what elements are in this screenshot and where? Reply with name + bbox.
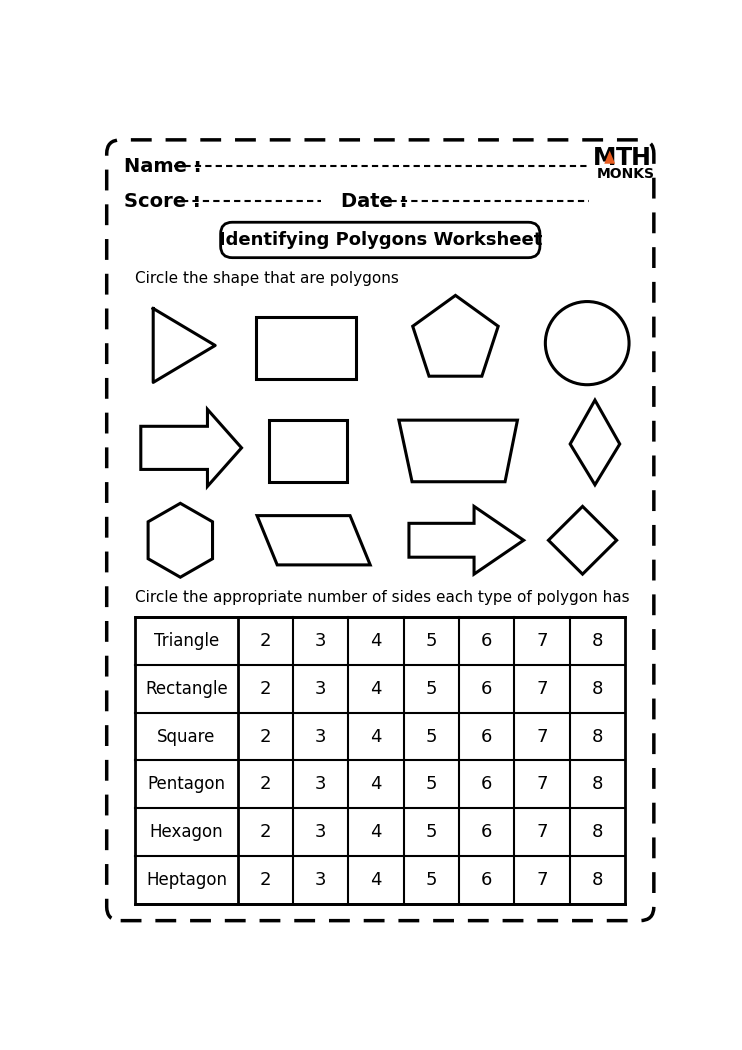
Text: 3: 3 — [315, 823, 326, 841]
Text: 6: 6 — [481, 632, 493, 650]
Bar — [135, 617, 626, 904]
Text: 5: 5 — [426, 870, 437, 889]
Text: TH: TH — [616, 146, 651, 170]
Text: 5: 5 — [426, 823, 437, 841]
Text: 8: 8 — [592, 775, 603, 794]
Text: 2: 2 — [260, 775, 271, 794]
Text: 7: 7 — [536, 679, 548, 698]
Text: 7: 7 — [536, 728, 548, 746]
Text: Circle the shape that are polygons: Circle the shape that are polygons — [135, 271, 399, 286]
Text: 5: 5 — [426, 632, 437, 650]
Text: 2: 2 — [260, 728, 271, 746]
Text: 6: 6 — [481, 728, 493, 746]
Text: 6: 6 — [481, 823, 493, 841]
Text: 4: 4 — [370, 679, 382, 698]
Text: 3: 3 — [315, 870, 326, 889]
Polygon shape — [604, 150, 615, 164]
Text: Date :: Date : — [341, 192, 407, 211]
FancyBboxPatch shape — [220, 223, 540, 257]
Text: 6: 6 — [481, 870, 493, 889]
Text: 4: 4 — [370, 823, 382, 841]
Text: MONKS: MONKS — [597, 167, 654, 181]
Text: M: M — [593, 146, 616, 170]
Text: 8: 8 — [592, 823, 603, 841]
Text: 3: 3 — [315, 775, 326, 794]
Text: Circle the appropriate number of sides each type of polygon has: Circle the appropriate number of sides e… — [135, 590, 630, 605]
Text: 3: 3 — [315, 679, 326, 698]
Text: 7: 7 — [536, 632, 548, 650]
Text: 8: 8 — [592, 728, 603, 746]
Text: 5: 5 — [426, 679, 437, 698]
Text: 3: 3 — [315, 728, 326, 746]
Text: 7: 7 — [536, 823, 548, 841]
Text: 2: 2 — [260, 679, 271, 698]
Text: Triangle: Triangle — [154, 632, 219, 650]
Text: 6: 6 — [481, 679, 493, 698]
Text: Name :: Name : — [124, 156, 201, 175]
Text: Square: Square — [157, 728, 216, 746]
Text: 4: 4 — [370, 870, 382, 889]
Text: 4: 4 — [370, 728, 382, 746]
Text: Score :: Score : — [124, 192, 200, 211]
Text: Pentagon: Pentagon — [148, 775, 226, 794]
Text: 8: 8 — [592, 632, 603, 650]
Text: 4: 4 — [370, 775, 382, 794]
Text: Heptagon: Heptagon — [146, 870, 227, 889]
Text: 2: 2 — [260, 632, 271, 650]
Text: 8: 8 — [592, 870, 603, 889]
Text: 2: 2 — [260, 823, 271, 841]
Text: Identifying Polygons Worksheet: Identifying Polygons Worksheet — [219, 231, 542, 249]
Text: 2: 2 — [260, 870, 271, 889]
Text: 5: 5 — [426, 728, 437, 746]
Text: 6: 6 — [481, 775, 493, 794]
Text: Rectangle: Rectangle — [145, 679, 228, 698]
Text: 5: 5 — [426, 775, 437, 794]
Text: 4: 4 — [370, 632, 382, 650]
Text: 8: 8 — [592, 679, 603, 698]
Text: Hexagon: Hexagon — [150, 823, 223, 841]
Text: 7: 7 — [536, 775, 548, 794]
Text: 3: 3 — [315, 632, 326, 650]
Text: 7: 7 — [536, 870, 548, 889]
